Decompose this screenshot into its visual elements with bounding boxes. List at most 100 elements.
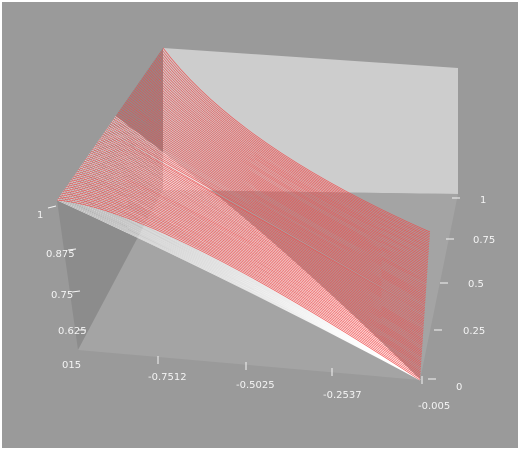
x-tick-label: 015 (62, 360, 81, 371)
z-tick-label: 0 (456, 382, 462, 393)
mesh-strand-upper (146, 71, 429, 256)
mesh-strand-upper (156, 56, 430, 241)
mesh-strand-upper (67, 184, 422, 366)
x-tick-label: -0.7512 (148, 372, 187, 383)
mesh-strand-upper (81, 164, 423, 346)
mesh-strand-upper (155, 57, 430, 243)
mesh-strand-upper (122, 105, 427, 289)
mesh-strand-upper (75, 172, 422, 354)
mesh-strand-upper (152, 62, 430, 248)
mesh-strand-upper (153, 61, 430, 246)
tick-mark (67, 248, 77, 251)
mesh-strand-upper (123, 103, 427, 287)
x-tick-label: -0.2537 (323, 390, 362, 401)
mesh-strand-upper (101, 135, 425, 318)
mesh-strand-upper (58, 197, 421, 379)
mesh-strand-upper (80, 165, 423, 348)
mesh-strand-upper (136, 84, 428, 269)
mesh-strand-upper (119, 110, 427, 294)
z-tick-label: 0.25 (463, 326, 485, 337)
tick-mark (47, 205, 57, 209)
mesh-strand-upper (94, 145, 424, 328)
mesh-strand-upper (83, 160, 423, 343)
y-tick-label: 0.875 (46, 249, 75, 260)
mesh-strand-upper (82, 162, 423, 345)
mesh-strand-upper (60, 194, 421, 376)
mesh-strand-upper (74, 174, 422, 356)
mesh-strand-upper (88, 154, 424, 336)
mesh-strand-upper (109, 123, 426, 307)
mesh-strand-upper (103, 132, 425, 315)
mesh-strand-upper (98, 140, 425, 323)
mesh-strand-upper (148, 68, 429, 253)
mesh-strand-upper (68, 182, 422, 364)
mesh-strand-upper (159, 52, 430, 238)
tick-mark (71, 290, 81, 293)
mesh-strand-upper (128, 96, 427, 280)
mesh-strand-upper (99, 138, 425, 322)
mesh-strand-upper (108, 125, 426, 308)
mesh-strand-upper (78, 169, 423, 351)
mesh-strand-upper (91, 150, 424, 333)
z-tick-label: 1 (480, 195, 486, 206)
mesh-strand-upper (87, 155, 424, 338)
mesh-strand-upper (132, 91, 428, 276)
mesh-strand-upper (79, 167, 423, 350)
mesh-strand-upper (120, 108, 427, 292)
mesh-strand-upper (126, 100, 427, 284)
mesh-strand-upper (85, 159, 423, 341)
mesh-strand-upper (115, 115, 426, 299)
mesh-strand-upper (93, 147, 424, 330)
mesh-strand-upper (56, 199, 421, 381)
mesh-strand-upper (121, 106, 427, 290)
mesh-strand-upper (102, 133, 425, 317)
mesh-strand-upper (161, 49, 431, 234)
back-wall (163, 48, 458, 194)
mesh-strand-upper (149, 66, 429, 251)
mesh-strand-upper (118, 111, 426, 295)
mesh-strand-upper (110, 122, 426, 305)
mesh-strand-upper (69, 181, 422, 363)
mesh-strand-upper (66, 186, 422, 368)
mesh-strand-upper (76, 170, 423, 353)
mesh-strand-upper (59, 196, 421, 378)
y-tick-label: 0.625 (58, 326, 87, 337)
mesh-strand-upper (73, 176, 422, 358)
mesh-strand-upper (113, 118, 426, 302)
tick-marks (47, 197, 460, 384)
mesh-strand-upper (145, 73, 429, 257)
mesh-strand-upper (154, 59, 430, 244)
y-tick-label: 0.75 (51, 290, 73, 301)
mesh-strand-upper (142, 76, 429, 261)
mesh-strand-upper (158, 54, 430, 239)
mesh-strand-upper (160, 51, 430, 236)
mesh-strand-upper (138, 83, 428, 267)
mesh-strand-upper (107, 127, 425, 310)
mesh-strand-upper (143, 74, 429, 259)
mesh-strand-upper (147, 69, 429, 254)
mesh-strand-upper (162, 47, 431, 233)
mesh-strand-upper (127, 98, 427, 282)
mesh-strand-upper (125, 101, 427, 285)
mesh-strand-upper (89, 152, 424, 335)
mesh-strand-upper (62, 191, 421, 373)
y-tick-label: 1 (37, 210, 43, 221)
mesh-strand-upper (130, 93, 428, 277)
mesh-strand-upper (65, 187, 421, 369)
z-tick-label: 0.75 (473, 235, 495, 246)
surface-mesh (56, 47, 431, 381)
mesh-strand-upper (129, 95, 428, 279)
mesh-strand-upper (139, 81, 428, 266)
mesh-strand-upper (96, 142, 424, 325)
mesh-strand-upper (61, 192, 421, 374)
mesh-strand-upper (140, 79, 429, 264)
mesh-strand-upper (150, 64, 430, 249)
mesh-strand-upper (141, 78, 429, 262)
x-tick-label: -0.5025 (236, 380, 275, 391)
mesh-strand-upper (112, 120, 426, 304)
mesh-strand-upper (116, 113, 426, 297)
mesh-strand-upper (95, 143, 424, 327)
z-tick-label: 0.5 (468, 279, 484, 290)
